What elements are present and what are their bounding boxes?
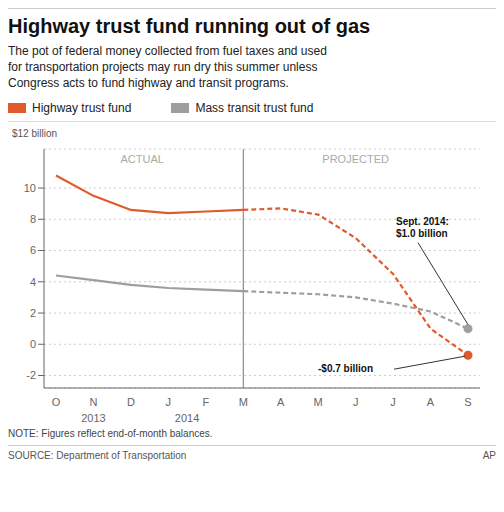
svg-text:-2: -2 xyxy=(26,369,36,381)
svg-text:M: M xyxy=(314,396,323,408)
svg-text:J: J xyxy=(353,396,359,408)
svg-text:A: A xyxy=(277,396,285,408)
svg-text:Sept. 2014:$1.0 billion: Sept. 2014:$1.0 billion xyxy=(396,216,449,239)
svg-text:J: J xyxy=(390,396,396,408)
html-text:SOURCE: Department of Transpor: SOURCE: Department of Transportation xyxy=(8,450,187,461)
svg-text:J: J xyxy=(166,396,172,408)
svg-text:10: 10 xyxy=(24,182,36,194)
html-text:Highway trust fund running out: Highway trust fund running out of gas xyxy=(8,15,371,37)
svg-text:O: O xyxy=(52,396,61,408)
svg-text:8: 8 xyxy=(30,213,36,225)
html-text:$12 billion: $12 billion xyxy=(12,128,57,139)
html-text:The pot of federal money colle: The pot of federal money collected from … xyxy=(8,44,327,90)
html-text:NOTE: Figures reflect end-of-m: NOTE: Figures reflect end-of-month balan… xyxy=(8,428,213,439)
svg-text:0: 0 xyxy=(30,338,36,350)
html-text:Highway trust fund: Highway trust fund xyxy=(32,101,132,115)
svg-text:2: 2 xyxy=(30,307,36,319)
svg-text:D: D xyxy=(127,396,135,408)
svg-text:-$0.7 billion: -$0.7 billion xyxy=(318,363,373,374)
svg-text:N: N xyxy=(89,396,97,408)
svg-text:2014: 2014 xyxy=(175,412,199,424)
html-text:Mass transit trust fund: Mass transit trust fund xyxy=(195,101,314,115)
svg-text:S: S xyxy=(464,396,471,408)
svg-text:PROJECTED: PROJECTED xyxy=(322,153,389,165)
svg-text:2013: 2013 xyxy=(81,412,105,424)
svg-text:A: A xyxy=(427,396,435,408)
svg-text:6: 6 xyxy=(30,244,36,256)
svg-text:M: M xyxy=(239,396,248,408)
html-text:AP: AP xyxy=(482,450,496,461)
svg-text:ACTUAL: ACTUAL xyxy=(120,153,163,165)
svg-text:4: 4 xyxy=(30,276,36,288)
svg-text:F: F xyxy=(202,396,209,408)
